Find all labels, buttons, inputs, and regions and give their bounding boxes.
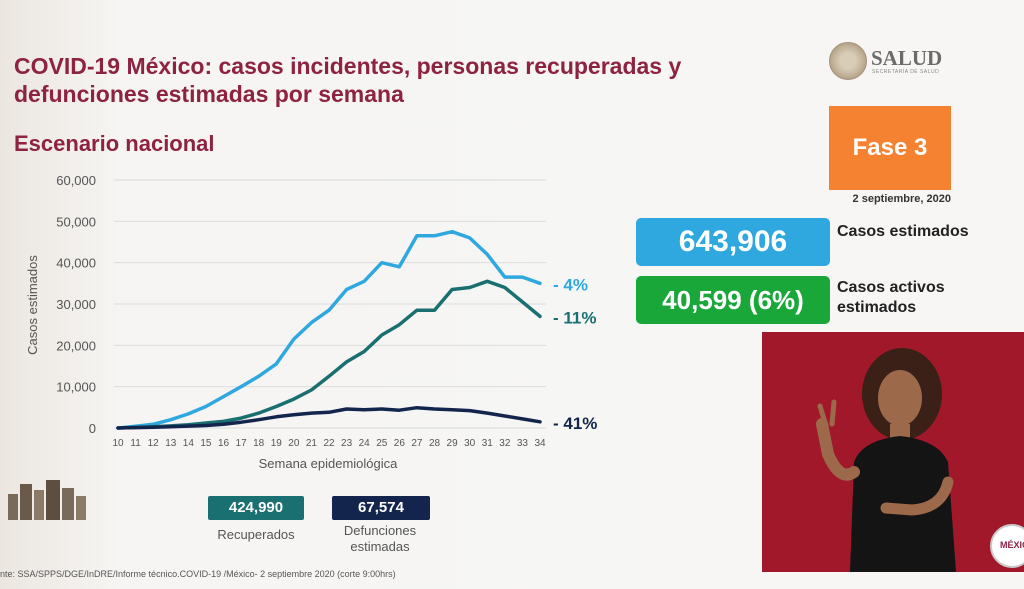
logo-subtext: SECRETARÍA DE SALUD (872, 69, 940, 75)
x-tick-label: 21 (306, 438, 318, 449)
y-tick-label: 50,000 (56, 214, 96, 229)
series-line-2 (116, 279, 542, 430)
x-tick-label: 27 (411, 438, 423, 449)
x-tick-label: 18 (253, 438, 265, 449)
series-end-label: - 41% (553, 414, 597, 433)
x-tick-label: 34 (534, 438, 546, 449)
y-tick-label: 0 (89, 421, 96, 436)
chart-grid (114, 179, 546, 429)
x-axis-label: Semana epidemiológica (259, 456, 399, 471)
x-tick-label: 17 (236, 438, 248, 449)
x-tick-label: 26 (394, 438, 406, 449)
page-subtitle: Escenario nacional (14, 131, 215, 156)
series-lines (116, 229, 542, 430)
y-tick-label: 20,000 (56, 338, 96, 353)
recovered-box: 424,990 (208, 496, 304, 520)
y-tick-label: 60,000 (56, 173, 96, 188)
series-end-label: - 11% (553, 308, 596, 327)
series-line-3 (116, 405, 542, 430)
x-tick-label: 11 (130, 438, 141, 449)
x-tick-label: 33 (517, 438, 529, 449)
recovered-label: Recuperados (217, 527, 295, 542)
heroes-illustration-icon (8, 480, 86, 520)
source-note: nte: SSA/SPPS/DGE/InDRE/Informe técnico.… (0, 569, 396, 579)
x-tick-label: 29 (447, 438, 459, 449)
report-date: 2 septiembre, 2020 (852, 193, 951, 205)
y-tick-label: 40,000 (56, 256, 96, 271)
deaths-box: 67,574 (332, 496, 430, 520)
series-end-label: - 4% (553, 275, 588, 294)
logo-text: SALUD (871, 46, 943, 70)
y-tick-label: 30,000 (56, 297, 96, 312)
x-tick-labels: 10 11 12 13 14 15 16 17 18 19 20 21 22 23 24 25 26 27 28 29… (112, 438, 546, 449)
x-tick-label: 10 (112, 438, 124, 449)
salud-logo: SALUD SECRETARÍA DE SALUD (829, 42, 959, 82)
x-tick-label: 12 (148, 438, 160, 449)
x-tick-label: 24 (359, 438, 371, 449)
line-chart: 0 10,000 20,000 30,000 40,000 50,000 60,000 10… (25, 173, 597, 471)
kpi-estimated-cases: 643,906 (636, 218, 830, 266)
y-tick-labels: 0 10,000 20,000 30,000 40,000 50,000 60,000 (56, 173, 96, 436)
interpreter-figure-icon (762, 332, 1024, 572)
y-tick-label: 10,000 (56, 380, 96, 395)
x-tick-label: 23 (341, 438, 353, 449)
x-tick-label: 16 (218, 438, 230, 449)
kpi-estimated-cases-label: Casos estimados (837, 223, 969, 240)
deaths-label: Defunciones estimadas (343, 523, 417, 554)
x-tick-label: 28 (429, 438, 441, 449)
y-axis-label: Casos estimados (25, 255, 40, 355)
x-tick-label: 25 (376, 438, 388, 449)
mexico-logo-icon: MÉXICO (990, 524, 1024, 568)
page-title: COVID-19 México: casos incidentes, perso… (14, 53, 682, 107)
x-tick-label: 22 (323, 438, 335, 449)
x-tick-label: 32 (499, 438, 511, 449)
x-tick-label: 14 (183, 438, 195, 449)
x-tick-label: 20 (288, 438, 300, 449)
series-end-labels: - 4% - 11% - 41% (553, 275, 597, 432)
x-tick-label: 13 (165, 438, 177, 449)
x-tick-label: 19 (271, 438, 283, 449)
kpi-active-cases: 40,599 (6%) (636, 276, 830, 324)
sign-language-interpreter (762, 332, 1024, 572)
mexico-logo-text: MÉXICO (1000, 540, 1024, 550)
series-line-1 (116, 229, 542, 430)
kpi-active-cases-label: Casos activos estimados (837, 279, 945, 316)
phase-badge: Fase 3 (829, 106, 951, 190)
x-tick-label: 15 (200, 438, 212, 449)
x-tick-label: 31 (482, 438, 494, 449)
x-tick-label: 30 (464, 438, 476, 449)
seal-icon (829, 42, 867, 80)
